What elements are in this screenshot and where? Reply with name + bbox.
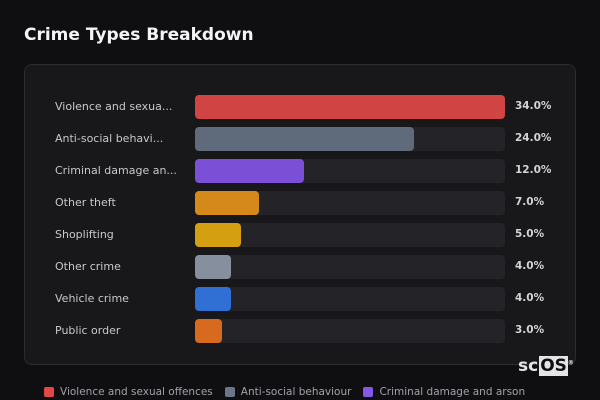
bar-value-label: 3.0%: [515, 324, 545, 336]
legend-item[interactable]: Violence and sexual offences: [44, 386, 213, 398]
bar-value-label: 4.0%: [515, 292, 545, 304]
bar-track: [195, 191, 505, 215]
bar: [195, 95, 505, 119]
bar-row: Vehicle crime 4.0%: [25, 287, 577, 311]
bar-row: Shoplifting 5.0%: [25, 223, 577, 247]
bar-value-label: 4.0%: [515, 260, 545, 272]
bar-label: Shoplifting: [55, 228, 114, 241]
bar-value-label: 12.0%: [515, 164, 552, 176]
bar-value-label: 24.0%: [515, 132, 552, 144]
bar-track: [195, 287, 505, 311]
bar-row: Other theft 7.0%: [25, 191, 577, 215]
logo-mark: ®: [567, 359, 574, 367]
bar-value-label: 5.0%: [515, 228, 545, 240]
bar-row: Other crime 4.0%: [25, 255, 577, 279]
legend-label: Criminal damage and arson: [379, 386, 526, 398]
bar-track: [195, 255, 505, 279]
chart-card: Violence and sexua... 34.0% Anti-social b…: [24, 64, 576, 365]
bar-label: Criminal damage an...: [55, 164, 177, 177]
scos-logo: sc OS®: [517, 356, 574, 376]
bar: [195, 319, 223, 343]
legend-label: Anti-social behaviour: [240, 386, 352, 398]
bar: [195, 191, 259, 215]
bar: [195, 255, 232, 279]
bar-label: Anti-social behavi...: [55, 132, 164, 145]
bar-row: Anti-social behavi... 24.0%: [25, 127, 577, 151]
bar-track: [195, 95, 505, 119]
logo-text-plain: sc: [518, 356, 539, 376]
logo-text-box: OS: [539, 356, 568, 376]
bar: [195, 287, 232, 311]
bar-label: Vehicle crime: [55, 292, 129, 305]
bar-label: Violence and sexua...: [55, 100, 173, 113]
legend: Violence and sexual offences Anti-social …: [44, 386, 525, 398]
bar-row: Public order 3.0%: [25, 319, 577, 343]
bar: [195, 159, 305, 183]
bar-row: Violence and sexua... 34.0%: [25, 95, 577, 119]
legend-swatch: [44, 387, 54, 397]
chart-title: Crime Types Breakdown: [24, 25, 254, 45]
bar-track: [195, 223, 505, 247]
bar-label: Other crime: [55, 260, 121, 273]
bar-track: [195, 127, 505, 151]
legend-label: Violence and sexual offences: [60, 386, 213, 398]
bar-value-label: 7.0%: [515, 196, 545, 208]
bar-label: Public order: [55, 324, 121, 337]
legend-item[interactable]: Anti-social behaviour: [224, 386, 352, 398]
bar: [195, 127, 414, 151]
legend-swatch: [363, 387, 374, 397]
legend-swatch: [224, 387, 235, 397]
bar-value-label: 34.0%: [515, 100, 552, 112]
bar-row: Criminal damage an... 12.0%: [25, 159, 577, 183]
legend-item[interactable]: Criminal damage and arson: [363, 386, 525, 398]
bar: [195, 223, 241, 247]
bar-track: [195, 319, 505, 343]
bar-label: Other theft: [55, 196, 116, 209]
bar-track: [195, 159, 505, 183]
